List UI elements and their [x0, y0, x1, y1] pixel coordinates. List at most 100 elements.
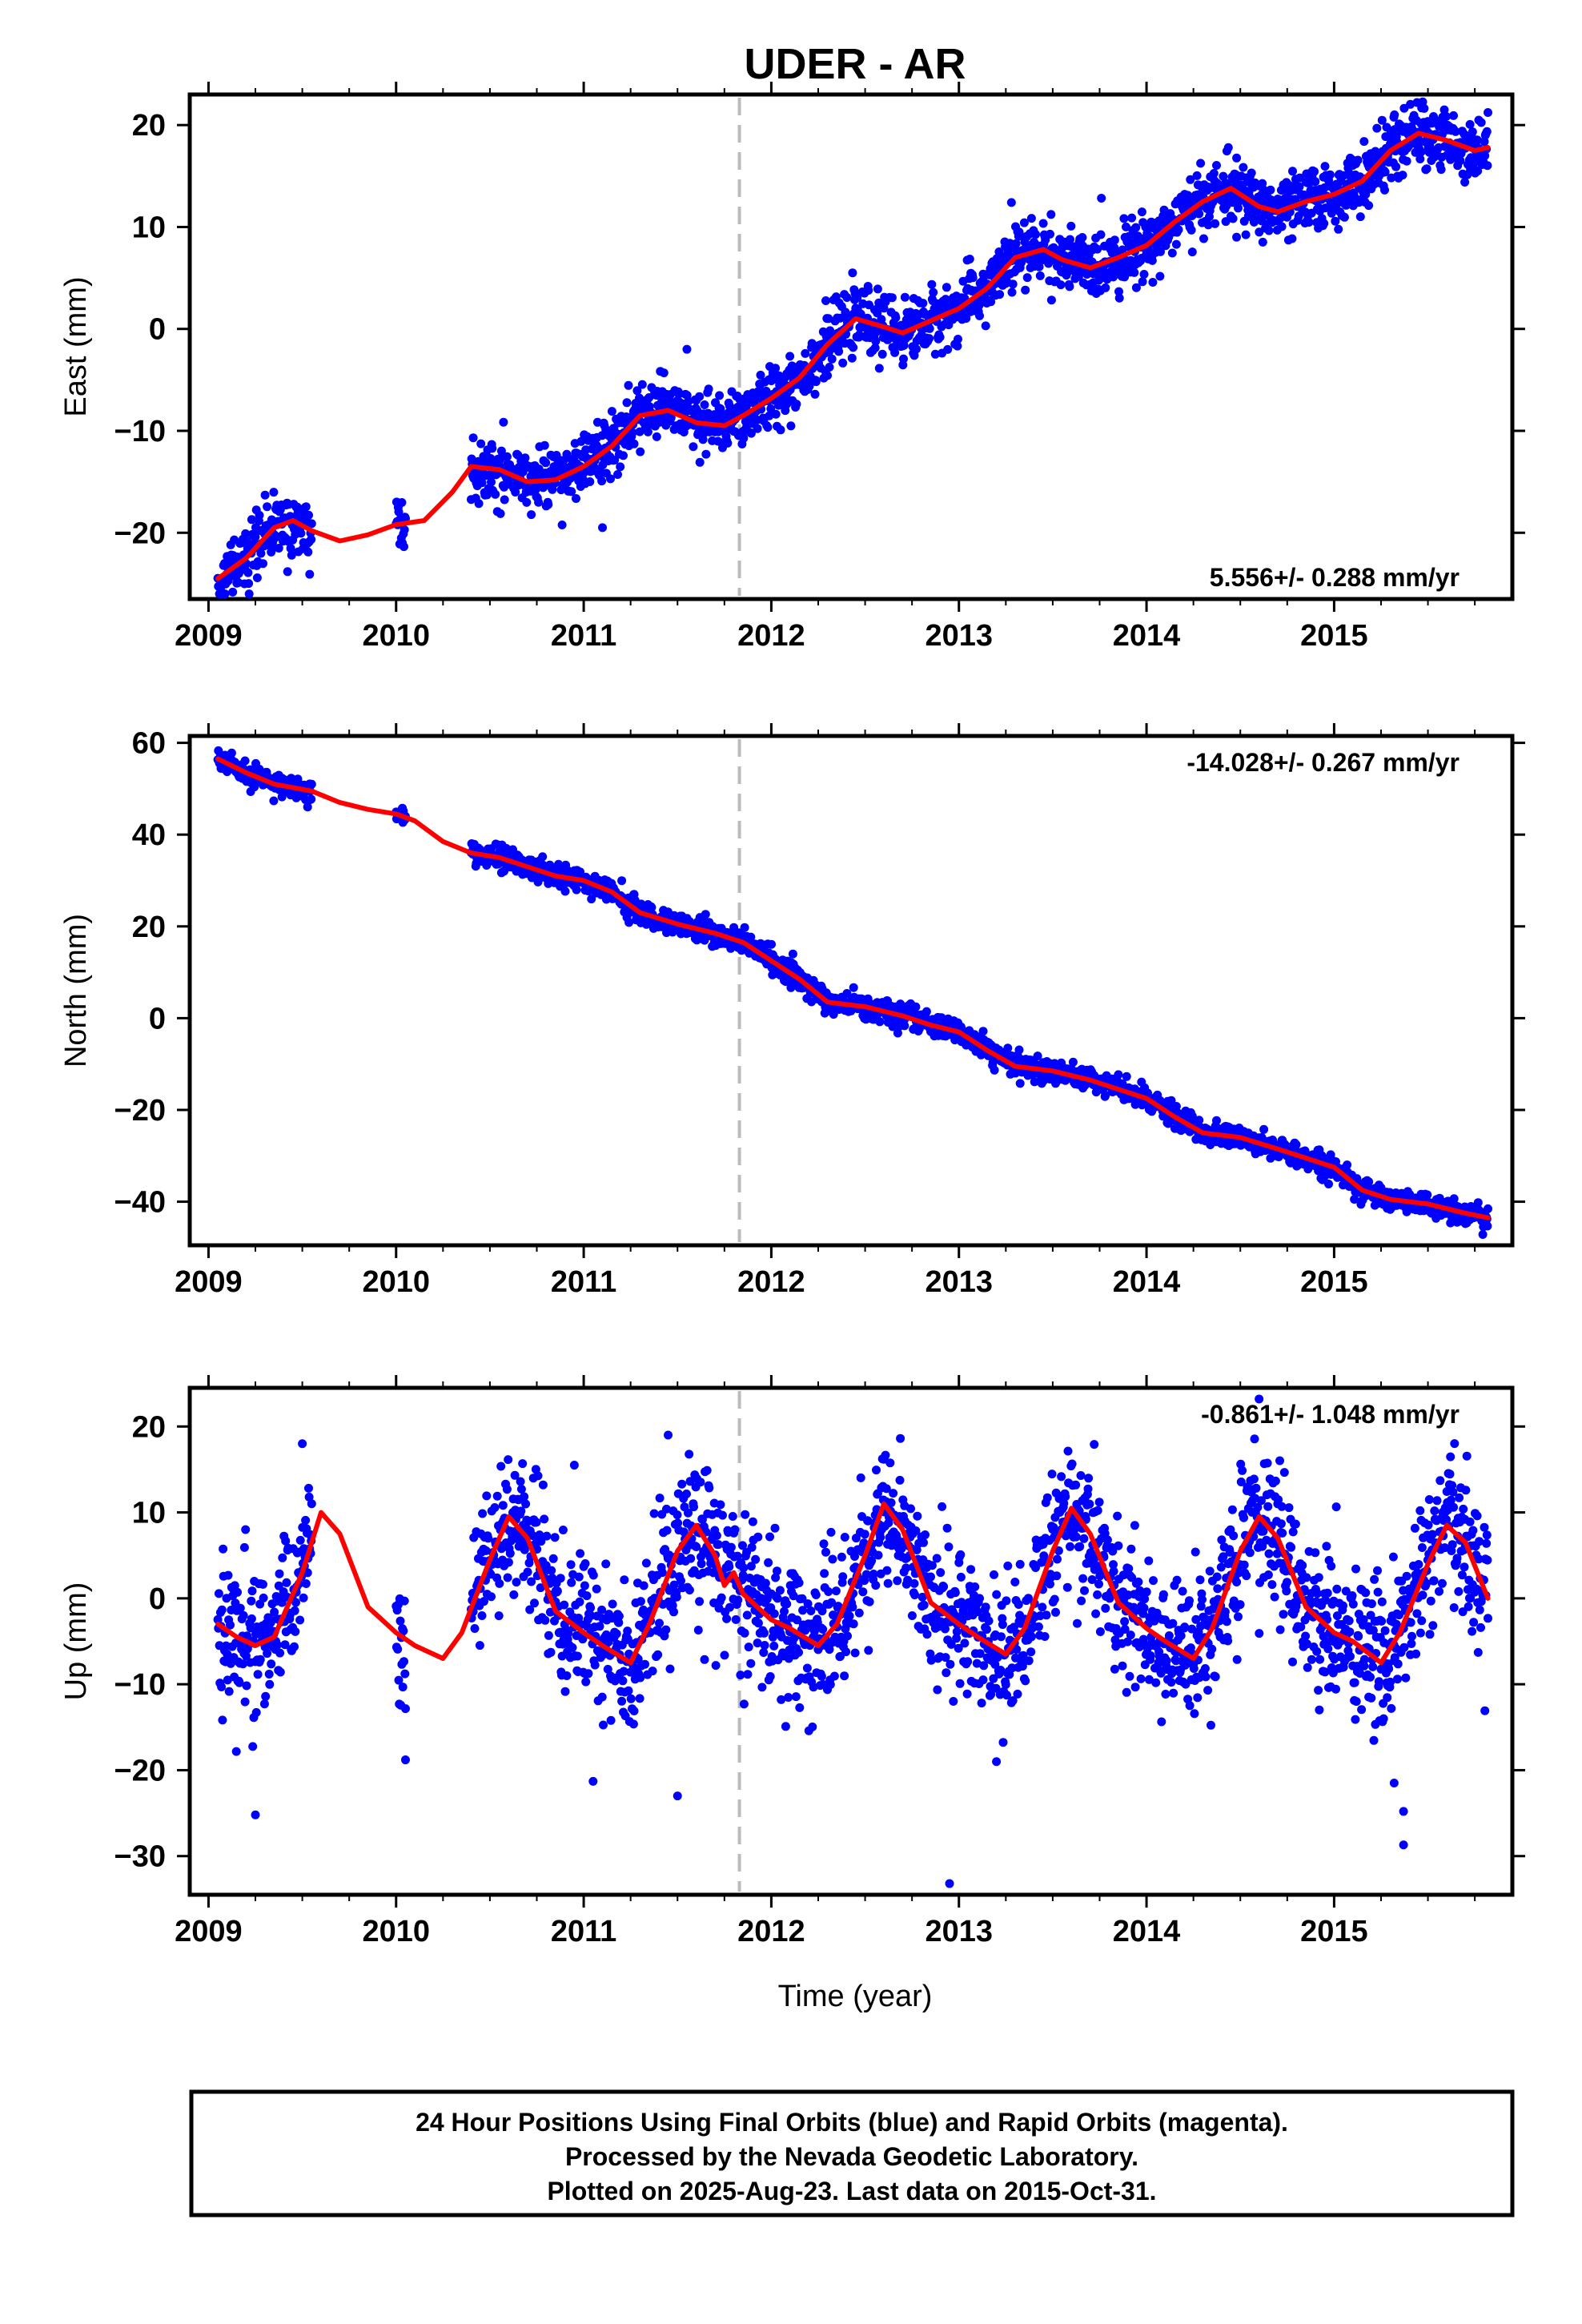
data-point	[231, 1747, 241, 1756]
data-point	[842, 293, 852, 302]
data-point	[1288, 167, 1297, 176]
data-point	[1186, 175, 1195, 184]
data-point	[470, 1624, 480, 1633]
data-point	[765, 411, 774, 420]
x-tick-label: 2009	[175, 1265, 243, 1299]
data-point	[264, 1670, 274, 1679]
data-point	[847, 353, 857, 363]
data-point	[307, 1499, 316, 1509]
data-point	[1019, 218, 1029, 227]
data-point	[1422, 164, 1431, 174]
data-point-outlier	[598, 523, 608, 533]
data-point	[503, 1573, 512, 1582]
data-point	[247, 1586, 257, 1596]
data-point	[1295, 173, 1304, 183]
data-point	[1195, 209, 1204, 219]
data-point	[482, 1491, 492, 1501]
data-point	[821, 296, 830, 305]
data-point	[283, 567, 292, 577]
data-point	[643, 427, 652, 436]
data-point	[547, 1566, 556, 1575]
data-point	[523, 1567, 532, 1577]
y-axis-label: Up (mm)	[59, 1582, 93, 1701]
data-point	[1066, 235, 1074, 244]
data-point	[259, 1579, 267, 1589]
data-point	[1324, 1180, 1333, 1188]
data-point	[824, 314, 833, 324]
data-point	[1199, 234, 1208, 243]
data-point	[1334, 224, 1343, 234]
data-point	[1416, 147, 1426, 157]
data-point	[925, 324, 934, 333]
data-point	[269, 488, 279, 497]
data-point	[786, 421, 796, 431]
data-point	[1078, 233, 1087, 242]
y-tick-label: −20	[114, 1094, 166, 1128]
data-point	[1148, 278, 1158, 287]
data-point	[805, 381, 814, 391]
data-point	[1482, 127, 1492, 136]
data-point	[1232, 153, 1242, 163]
data-point	[520, 1492, 529, 1502]
data-point	[848, 268, 857, 278]
data-point	[550, 1533, 560, 1542]
data-point	[1359, 137, 1369, 147]
data-point	[986, 297, 996, 307]
y-tick-label: 20	[132, 1410, 166, 1444]
rate-label: -14.028+/- 0.267 mm/yr	[1186, 748, 1460, 777]
data-point	[499, 417, 508, 427]
data-point	[1031, 230, 1040, 239]
data-point	[247, 1614, 256, 1623]
data-point	[259, 1593, 268, 1602]
data-point	[541, 458, 551, 468]
data-point	[942, 283, 951, 292]
data-point	[1304, 218, 1314, 227]
data-point	[241, 1525, 251, 1534]
data-point	[1320, 162, 1330, 171]
data-point	[301, 502, 311, 512]
data-point	[1419, 103, 1429, 113]
data-point	[217, 1683, 227, 1691]
data-point	[1484, 1204, 1492, 1213]
data-point	[1478, 1230, 1488, 1239]
data-point	[256, 549, 266, 558]
data-point	[1287, 234, 1297, 243]
data-point	[927, 279, 937, 289]
data-point	[834, 347, 844, 356]
data-point	[1147, 255, 1157, 265]
data-point	[572, 494, 580, 503]
data-point	[853, 293, 862, 303]
data-point	[1068, 1057, 1078, 1067]
data-point	[746, 428, 756, 438]
data-point	[474, 499, 484, 509]
x-tick-label: 2010	[362, 1915, 430, 1948]
data-point	[1196, 159, 1206, 168]
data-point	[533, 1471, 543, 1481]
data-point	[1291, 195, 1300, 204]
data-point	[785, 352, 795, 361]
x-tick-label: 2011	[551, 1265, 616, 1299]
data-point	[521, 1499, 531, 1509]
data-point	[753, 424, 762, 433]
data-point	[1101, 283, 1110, 292]
data-point	[962, 314, 971, 323]
data-point	[788, 949, 797, 959]
data-point	[1228, 214, 1238, 223]
data-point	[763, 423, 773, 432]
data-point	[1056, 280, 1066, 290]
data-point	[477, 478, 487, 488]
data-point	[1097, 194, 1106, 203]
data-point	[242, 1681, 251, 1691]
data-point	[488, 444, 497, 453]
x-tick-label: 2010	[362, 619, 430, 653]
data-point	[217, 1605, 227, 1614]
data-point	[290, 1606, 299, 1615]
data-point	[1046, 229, 1054, 239]
data-point	[275, 1569, 284, 1578]
data-point	[255, 510, 264, 520]
data-point	[925, 334, 934, 344]
data-point	[1155, 271, 1165, 281]
data-point	[1449, 111, 1458, 120]
x-tick-label: 2012	[737, 619, 805, 653]
x-tick-label: 2010	[362, 1265, 430, 1299]
